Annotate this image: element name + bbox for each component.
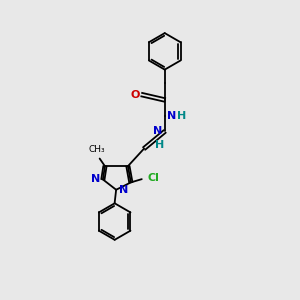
Text: O: O xyxy=(130,90,140,100)
Text: Cl: Cl xyxy=(147,173,159,183)
Text: H: H xyxy=(177,111,186,121)
Text: N: N xyxy=(91,174,100,184)
Text: N: N xyxy=(153,126,162,136)
Text: N: N xyxy=(167,111,176,121)
Text: N: N xyxy=(119,185,128,195)
Text: CH₃: CH₃ xyxy=(88,145,105,154)
Text: H: H xyxy=(155,140,164,150)
